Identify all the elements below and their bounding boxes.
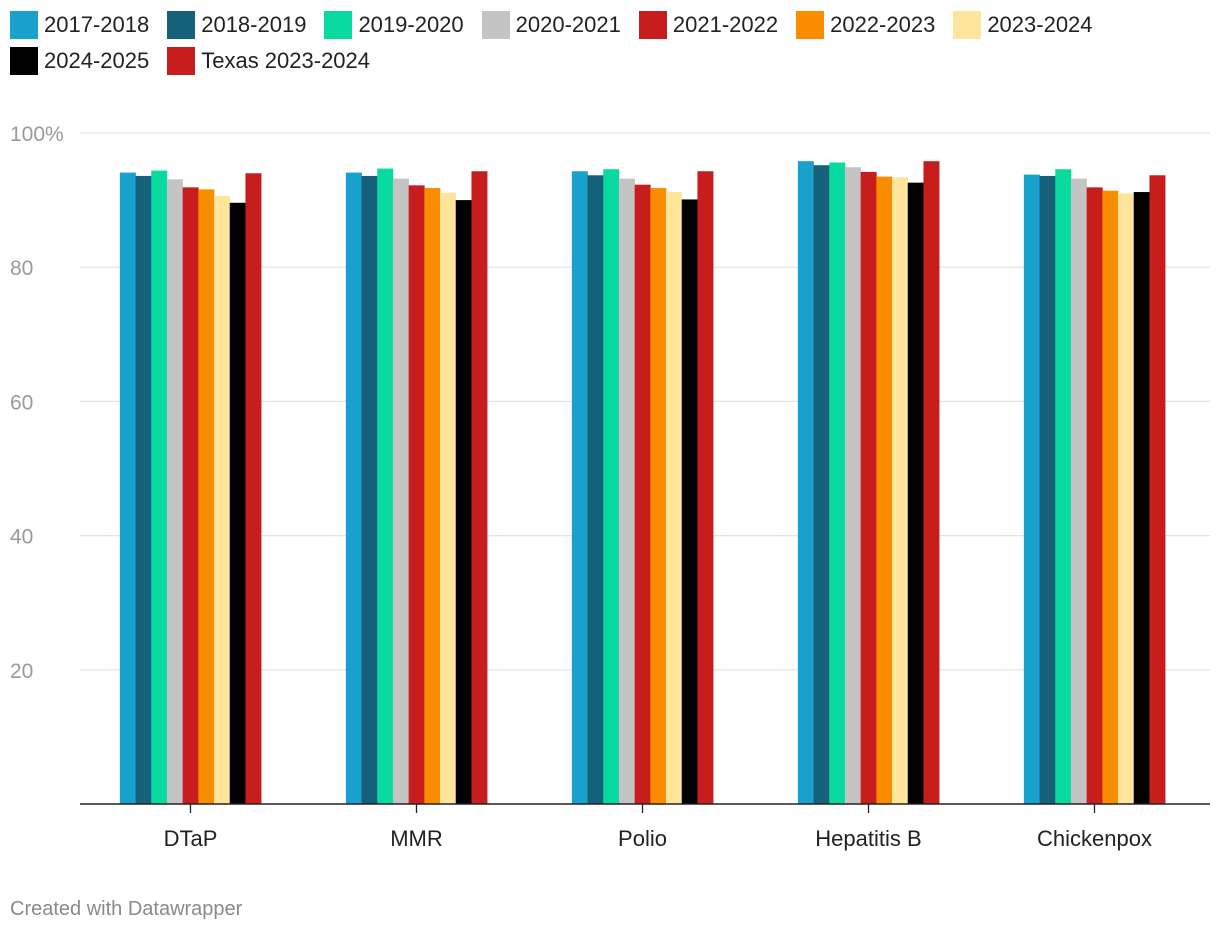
bar [860,171,877,805]
legend-item: 2024-2025 [10,46,149,76]
legend-label: 2020-2021 [515,12,621,37]
legend-swatch [167,47,196,75]
bar [1118,193,1135,804]
legend-item: 2023-2024 [953,10,1093,40]
bar [1070,178,1087,805]
y-tick-label: 60 [10,391,33,414]
bar [1102,190,1119,804]
bar [634,184,651,805]
bar [587,175,604,804]
legend-label: 2024-2025 [44,48,150,73]
legend-label: 2018-2019 [201,12,307,37]
bar [603,169,620,804]
bar [392,178,409,805]
bar [844,167,861,804]
x-tick-label: Chickenpox [1037,826,1152,851]
legend-swatch [481,11,510,39]
legend-label: 2021-2022 [672,12,779,37]
legend-item: 2019-2020 [324,10,464,40]
legend-swatch [324,11,353,39]
bar [1133,192,1150,805]
bar [135,175,152,805]
bar [471,171,488,804]
bar [1149,175,1166,804]
bar [876,176,893,805]
legend-label: 2017-2018 [44,12,150,37]
legend-label: 2023-2024 [987,12,1093,37]
legend-item: 2018-2019 [167,10,306,40]
legend-item: Texas 2023-2024 [167,46,370,76]
legend-item: 2022-2023 [796,10,935,40]
bar [424,188,441,805]
bar [571,171,588,804]
bar [1039,175,1056,805]
credit-footer: Created with Datawrapper [10,898,243,920]
bar [166,179,183,804]
bar [151,170,168,805]
y-tick-label: 40 [10,526,33,549]
x-tick-label: Polio [618,826,667,851]
legend-swatch [953,11,982,39]
legend-item: 2020-2021 [481,10,621,40]
bar [813,165,830,804]
bar [681,199,698,804]
legend-swatch [10,11,38,39]
legend-swatch [796,11,825,39]
x-tick-label: MMR [390,826,443,851]
bar [923,161,940,804]
bar [440,192,457,804]
y-tick-label: 100% [10,123,64,146]
y-tick-label: 80 [10,257,33,280]
bar [892,177,909,804]
bar [345,172,362,805]
x-tick-label: DTaP [164,826,218,851]
bar [455,200,472,805]
bar [618,178,635,805]
bar [907,182,924,805]
legend-label: 2019-2020 [358,12,464,37]
bar [229,202,246,804]
legend-swatch [167,11,196,39]
legend-label: 2022-2023 [830,12,936,37]
bar [408,185,425,804]
bar [214,196,231,805]
bar [119,172,136,805]
bar [361,175,378,805]
bar [1055,169,1072,804]
x-tick-label: Hepatitis B [815,826,921,851]
bar [198,189,215,804]
legend-label: Texas 2023-2024 [201,48,371,73]
bar [1086,187,1103,804]
y-tick-label: 20 [10,660,33,683]
legend-item: 2021-2022 [638,10,779,40]
bar [650,188,667,805]
bar [666,192,683,805]
bar [697,171,714,804]
bar [182,187,199,804]
chart-legend: 2017-2018 2018-2019 2019-2020 2020-2021 2021… [10,10,1210,76]
legend-item: 2017-2018 [10,10,149,40]
bar [377,168,394,805]
bar [797,161,814,804]
legend-swatch [10,47,38,75]
bar [1023,174,1040,805]
bar [245,173,262,804]
bar [829,162,846,805]
legend-swatch [638,11,667,39]
